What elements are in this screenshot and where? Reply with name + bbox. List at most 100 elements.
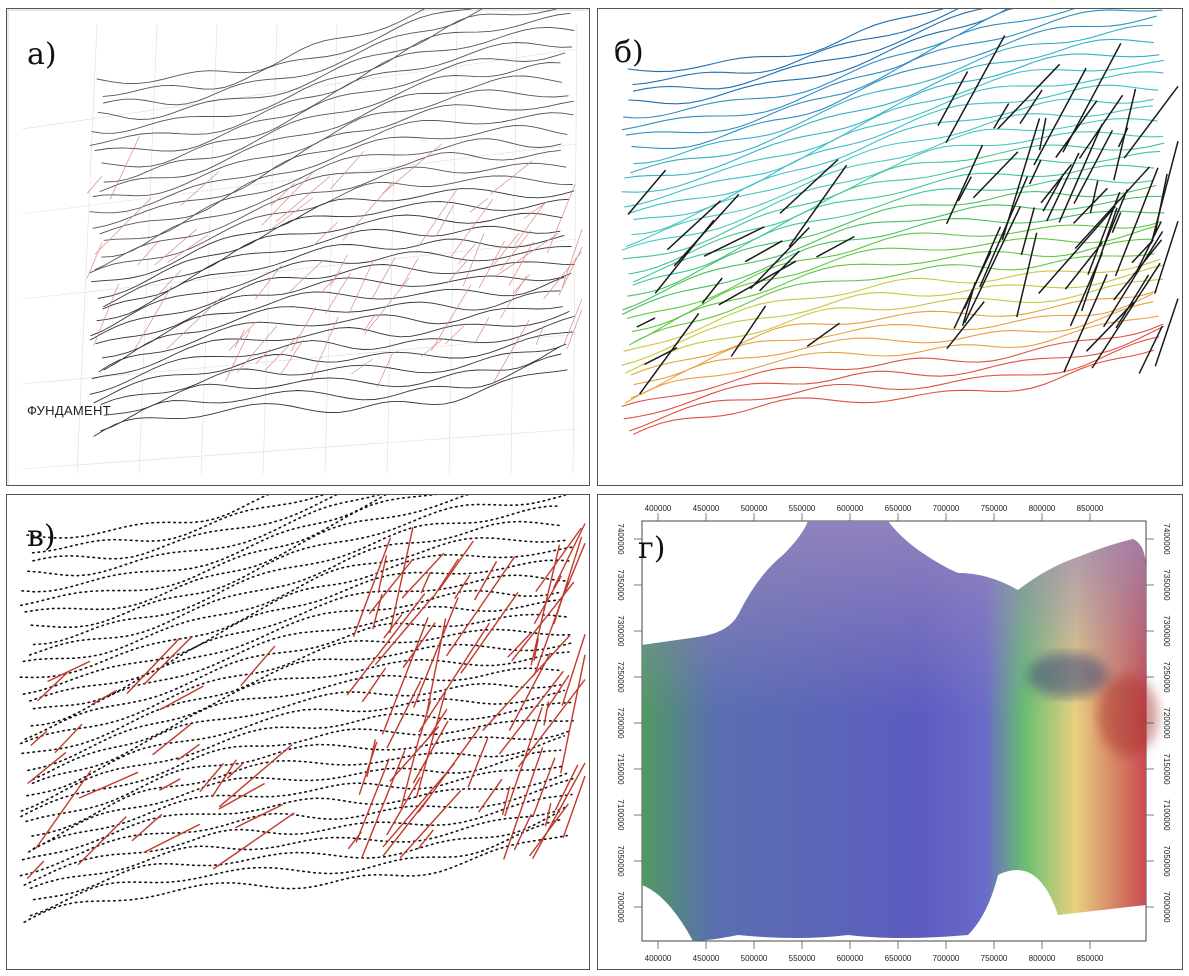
fault-line — [415, 691, 447, 798]
fault-line — [450, 198, 494, 258]
contour-line — [90, 261, 575, 341]
contour-line — [91, 188, 575, 283]
x-tick-label: 700000 — [933, 504, 960, 513]
contour-line — [624, 71, 1164, 208]
contour-line — [94, 162, 567, 271]
contour-line — [99, 75, 563, 192]
fault-line — [352, 537, 392, 637]
fault-line — [507, 632, 532, 658]
fault-line — [228, 321, 256, 351]
fault-line — [255, 349, 271, 365]
fault-line — [1111, 212, 1122, 233]
contour-line — [621, 323, 1164, 407]
contour-line — [631, 15, 1157, 149]
panel-b-colored-contour-map: б) — [597, 8, 1183, 486]
contour-line — [624, 53, 1160, 179]
fault-line — [402, 622, 436, 669]
fault-line — [563, 298, 583, 345]
fault-line — [137, 241, 159, 266]
fault-line — [1073, 129, 1114, 205]
fault-line — [514, 204, 544, 245]
fault-line — [445, 556, 516, 657]
fault-line — [94, 197, 152, 255]
fault-line — [997, 63, 1061, 130]
fault-line — [535, 527, 582, 593]
fault-line — [535, 325, 544, 346]
fault-line — [558, 247, 583, 296]
fault-line — [447, 259, 469, 284]
contour-line — [100, 353, 562, 432]
x-tick-label: 650000 — [885, 504, 912, 513]
fault-line — [627, 169, 667, 215]
graticule-line — [21, 48, 578, 130]
fault-line — [517, 679, 586, 768]
fault-line — [420, 572, 431, 594]
y-tick-label: 7250000 — [1162, 661, 1171, 693]
panel-label-c: в) — [27, 519, 56, 554]
contour-line — [21, 495, 387, 593]
contour-line — [622, 210, 1165, 315]
fault-line — [945, 35, 1006, 144]
fault-line — [544, 803, 552, 827]
contour-line — [32, 505, 562, 646]
fault-line — [478, 241, 505, 289]
fault-line — [126, 638, 180, 695]
contour-line — [632, 177, 1153, 286]
fault-line — [490, 160, 533, 195]
contour-line — [93, 369, 568, 437]
fault-line — [386, 680, 422, 749]
fault-line — [1102, 231, 1164, 328]
panel-a-contour-map: а) ФУНДАМЕНТ — [6, 8, 590, 486]
fault-line — [240, 645, 276, 687]
y-axis-left: 7400000 7350000 7300000 7250000 7200000 71500… — [616, 523, 642, 923]
contour-line — [628, 150, 1161, 275]
contour-line — [27, 495, 381, 577]
fault-line — [1055, 100, 1098, 158]
x-axis-top: 400000 450000 500000 550000 600000 650000 7000… — [645, 504, 1104, 521]
fault-line — [816, 235, 855, 258]
fault-line — [180, 171, 220, 206]
fault-line — [513, 813, 533, 851]
fault-line — [561, 229, 583, 288]
contour-line — [102, 276, 565, 359]
fault-line — [401, 552, 445, 599]
fault-line — [432, 558, 459, 598]
contour-line — [28, 765, 564, 853]
fault-line — [543, 251, 582, 300]
fault-line — [1123, 85, 1179, 159]
fault-line — [1135, 221, 1162, 274]
fault-line — [957, 176, 972, 202]
x-tick-label: 650000 — [885, 954, 912, 963]
contour-line — [103, 138, 562, 241]
panel-label-d: г) — [638, 531, 666, 566]
contour-line — [27, 651, 570, 772]
contour-line — [624, 315, 1159, 404]
x-tick-label: 750000 — [981, 504, 1008, 513]
fault-line — [322, 270, 342, 292]
graticule-line — [200, 23, 218, 475]
fault-line — [1040, 164, 1073, 204]
fault-line — [1091, 262, 1161, 369]
contour-line — [103, 290, 561, 371]
fault-line — [993, 103, 1010, 129]
contour-line — [629, 38, 1155, 174]
y-tick-label: 7050000 — [616, 845, 625, 877]
contour-line — [22, 559, 574, 695]
fault-line — [460, 591, 519, 674]
x-tick-label: 850000 — [1077, 504, 1104, 513]
fault-line — [482, 635, 571, 732]
contour-line — [91, 311, 570, 379]
contour-line — [96, 9, 425, 85]
fault-line — [421, 338, 444, 357]
panel-label-b: б) — [614, 35, 644, 70]
contour-line — [101, 52, 566, 168]
fault-line — [400, 736, 421, 807]
contour-line — [622, 142, 1165, 260]
fault-line — [383, 614, 403, 639]
contour-line — [29, 806, 567, 889]
fault-line — [438, 540, 474, 591]
contour-line — [94, 42, 573, 152]
fault-line — [788, 164, 848, 248]
fault-line — [272, 197, 314, 229]
x-tick-label: 450000 — [693, 954, 720, 963]
